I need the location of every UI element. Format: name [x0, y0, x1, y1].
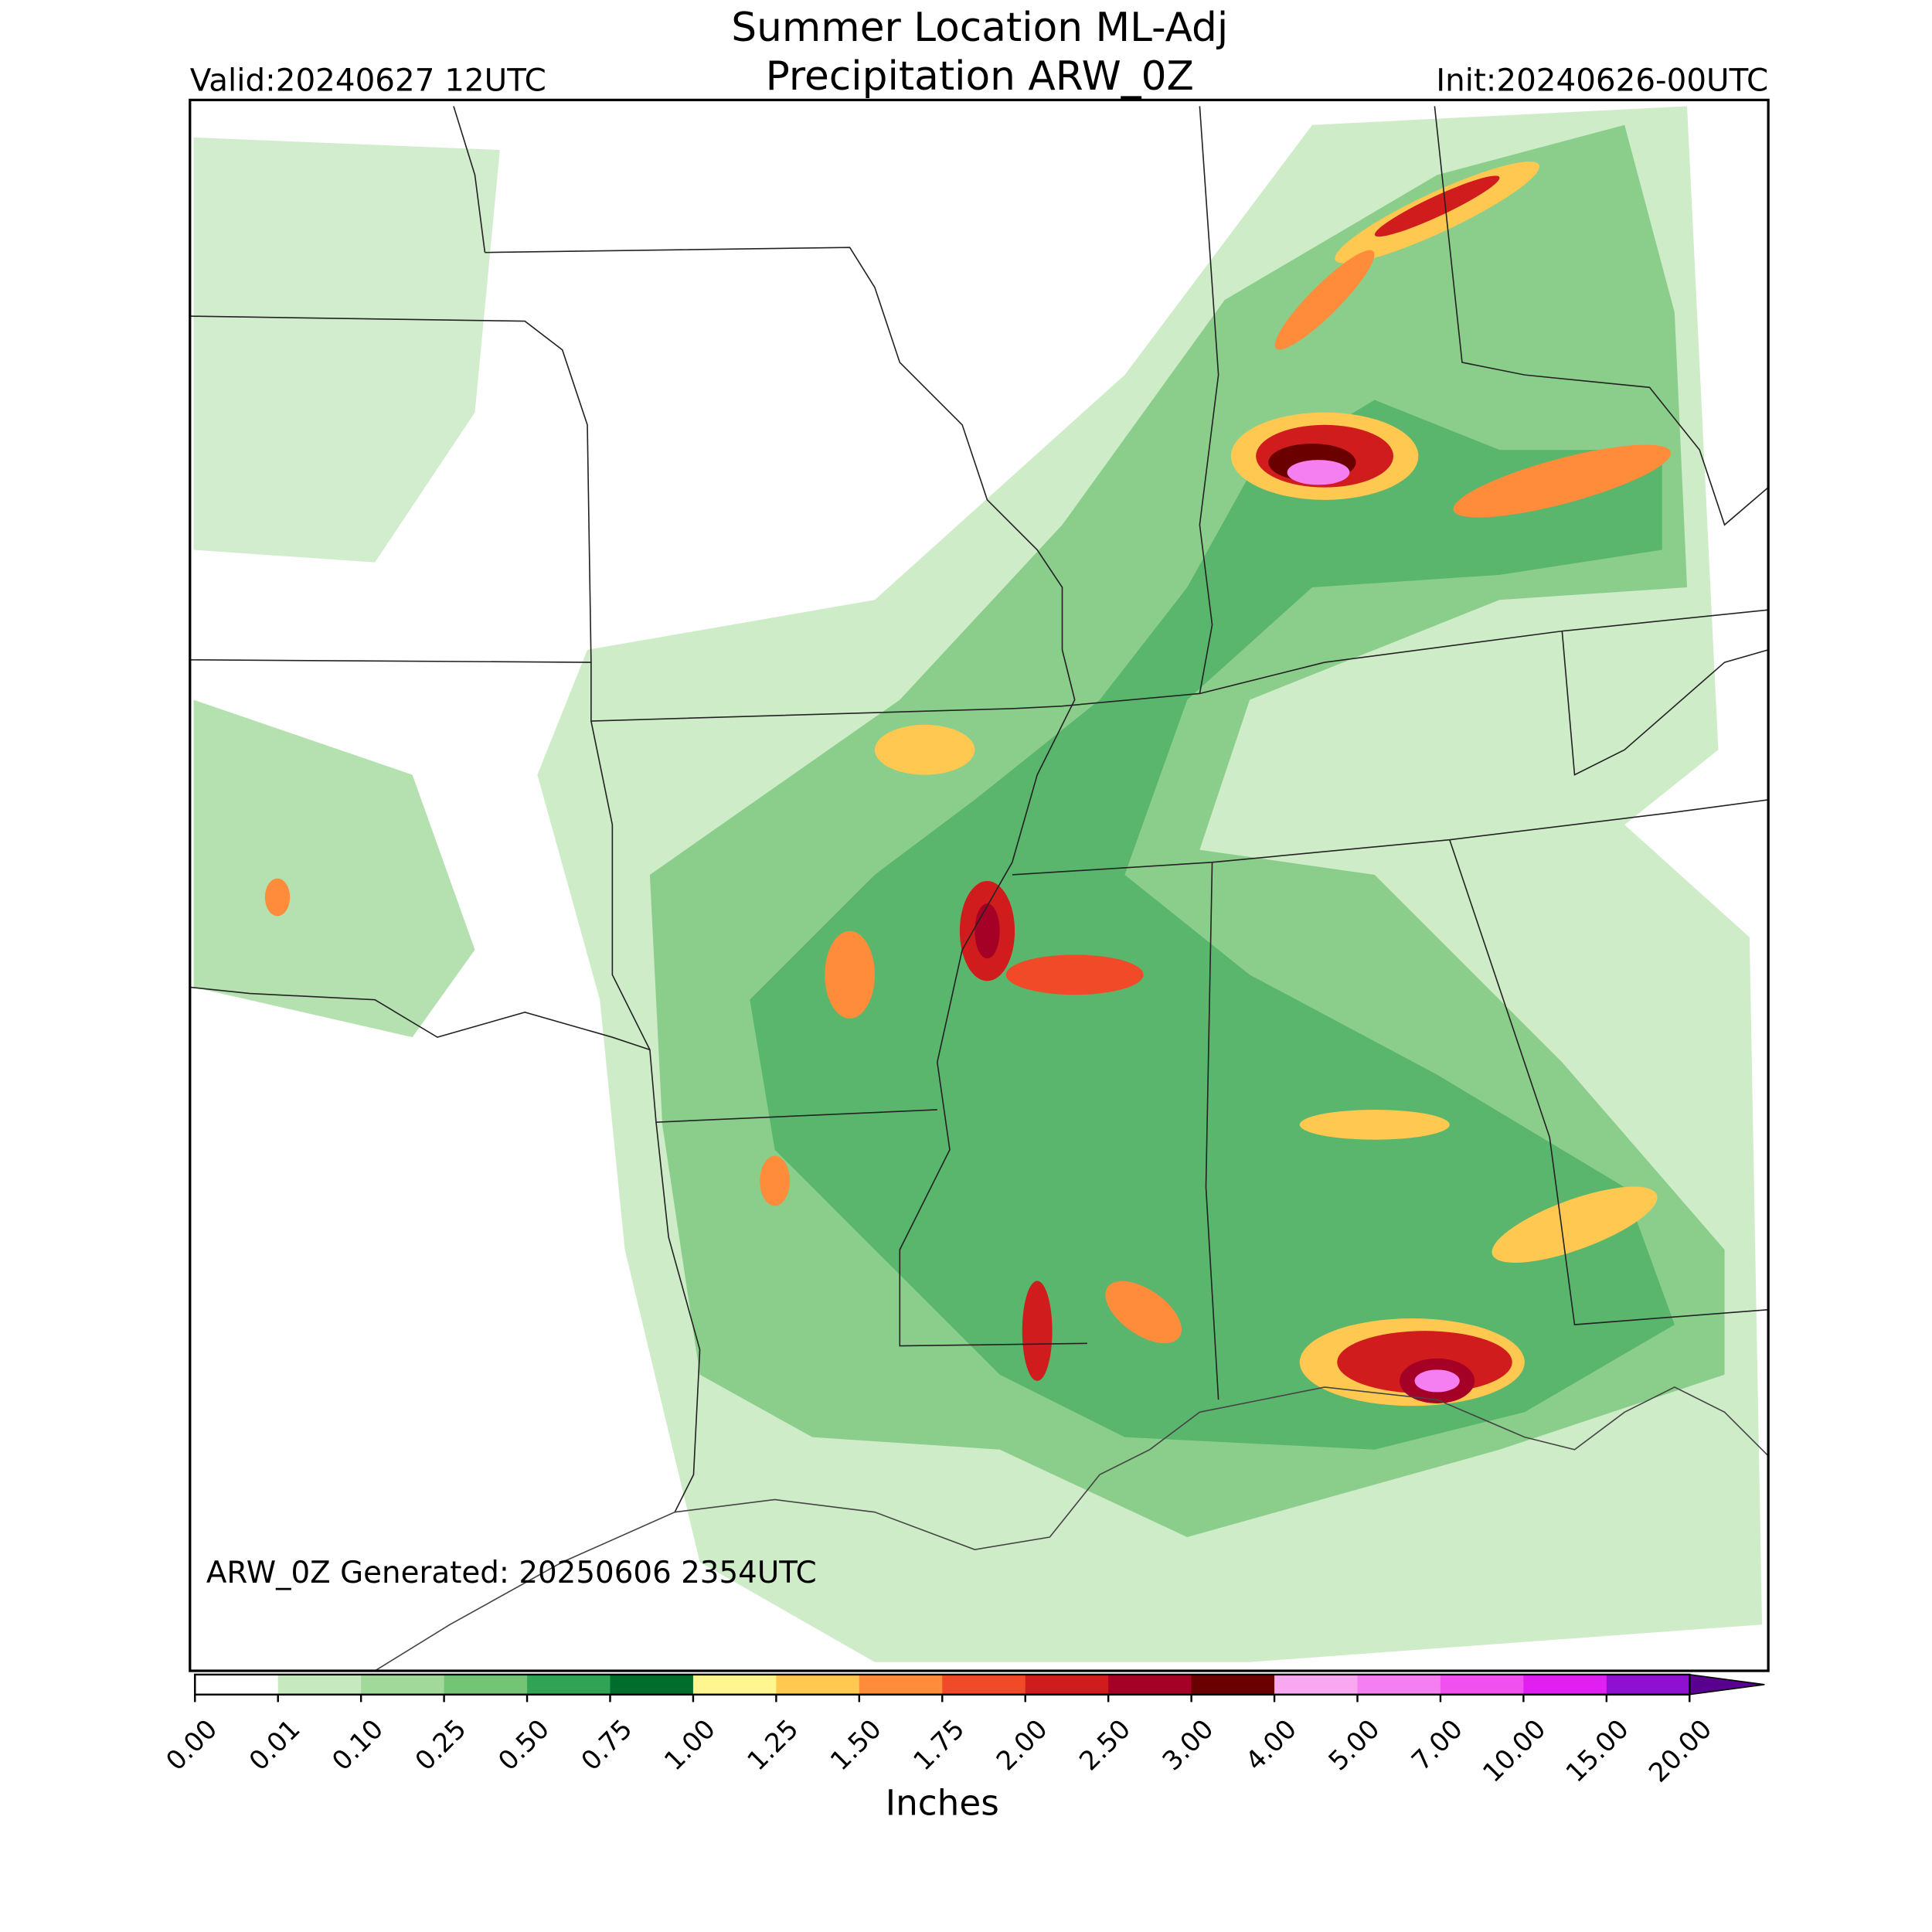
colorbar-segment: [527, 1674, 611, 1695]
precip-cell: [264, 878, 291, 917]
state-line: [1434, 106, 1769, 526]
colorbar-segment: [859, 1674, 943, 1695]
state-line: [189, 986, 651, 1051]
map-frame: [189, 98, 1770, 1672]
state-line: [590, 609, 1769, 722]
precip-area: [193, 137, 500, 563]
colorbar-segment: [1440, 1674, 1524, 1695]
state-line: [453, 106, 486, 253]
colorbar-segment: [1523, 1674, 1607, 1695]
colorbar-label: Inches: [886, 1783, 999, 1824]
precip-area: [750, 400, 1675, 1450]
colorbar-segment: [610, 1674, 694, 1695]
precip-cell: [1374, 175, 1500, 237]
precip-cell: [874, 724, 975, 775]
state-line: [590, 720, 937, 1123]
precip-cell: [1105, 1281, 1182, 1344]
coastline: [374, 1386, 1769, 1672]
precip-cell: [975, 903, 1000, 959]
precip-cell: [1414, 1369, 1460, 1393]
init-time: Init:20240626-00UTC: [1436, 62, 1768, 99]
state-line: [1449, 839, 1769, 1325]
colorbar-segment: [195, 1674, 279, 1695]
precipitation-field: [193, 106, 1763, 1662]
precip-area: [193, 699, 475, 1038]
state-line: [1199, 106, 1219, 694]
precip-cell: [1274, 250, 1375, 350]
colorbar-segment: [444, 1674, 528, 1695]
map: ARW_0Z Generated: 20250606 2354UTC: [189, 98, 1770, 1672]
colorbar-segment: [277, 1674, 362, 1695]
precip-cell: [1005, 954, 1144, 995]
colorbar-segment: [692, 1674, 777, 1695]
precip-cell: [1299, 1109, 1450, 1140]
subtitle: Precipitation ARW_0Z: [766, 53, 1194, 100]
colorbar-segment: [776, 1674, 860, 1695]
state-line: [1561, 631, 1769, 776]
colorbar-segment: [1191, 1674, 1275, 1695]
colorbar-segment: [361, 1674, 445, 1695]
precip-cell: [1287, 460, 1350, 485]
state-line: [189, 315, 592, 663]
state-line: [1205, 862, 1219, 1400]
colorbar-segment: [1108, 1674, 1192, 1695]
precip-cell: [825, 930, 875, 1019]
colorbar-segment: [942, 1674, 1026, 1695]
valid-time: Valid:20240627 12UTC: [190, 62, 546, 99]
precip-cell: [760, 1155, 790, 1206]
colorbar-segment: [1274, 1674, 1358, 1695]
precip-cell: [1022, 1281, 1053, 1381]
colorbar-segment: [1357, 1674, 1441, 1695]
precip-cell: [1492, 1186, 1658, 1263]
colorbar-segment: [1025, 1674, 1109, 1695]
title: Summer Location ML-Adj: [731, 5, 1228, 51]
generated-note: ARW_0Z Generated: 20250606 2354UTC: [206, 1556, 817, 1590]
boundaries: [189, 106, 1769, 1672]
precip-cell: [1453, 444, 1672, 518]
colorbar-segment: [1606, 1674, 1690, 1695]
state-line: [485, 247, 1087, 1347]
state-line: [655, 1122, 701, 1513]
